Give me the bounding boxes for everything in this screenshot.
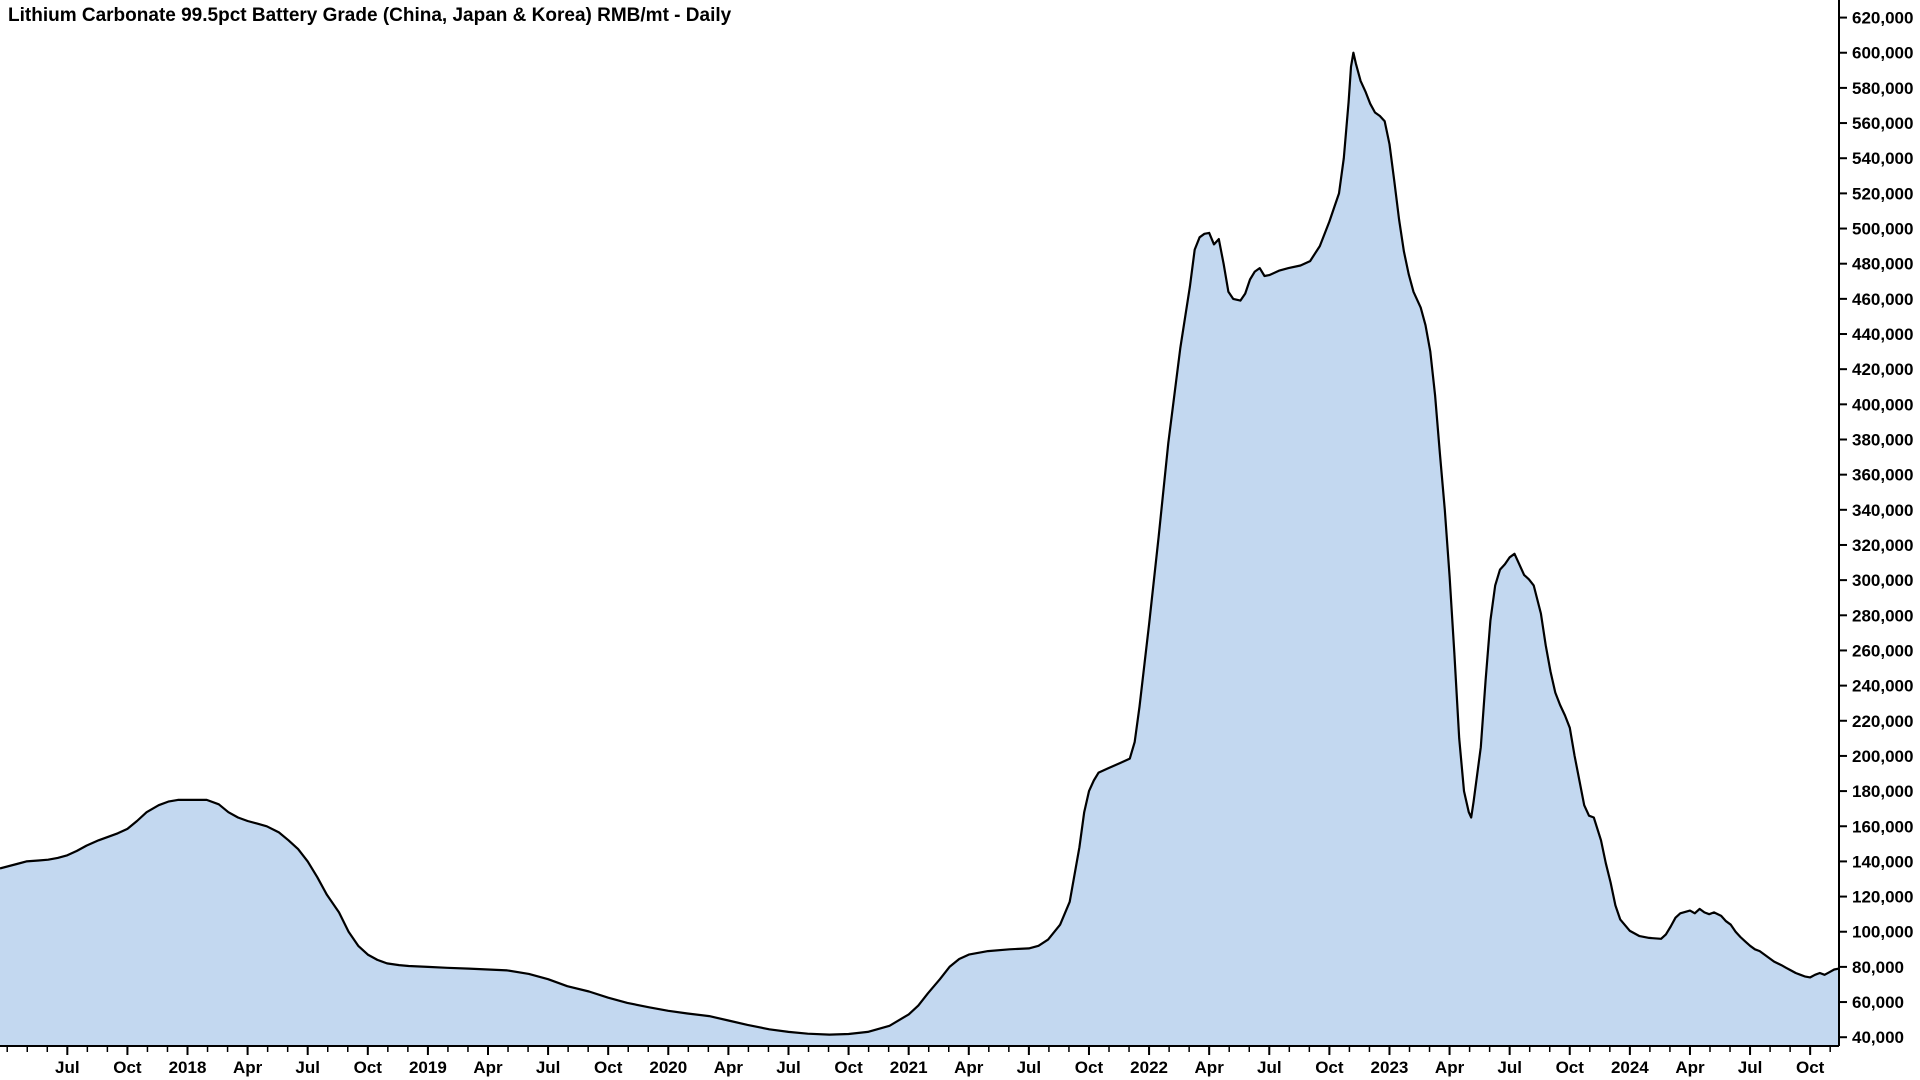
y-tick-label: 440,000 <box>1852 325 1913 344</box>
y-tick-label: 380,000 <box>1852 430 1913 449</box>
x-tick-label: 2023 <box>1371 1058 1409 1077</box>
x-tick-label: Oct <box>1315 1058 1344 1077</box>
x-tick-label: Jul <box>1017 1058 1042 1077</box>
y-tick-label: 460,000 <box>1852 290 1913 309</box>
x-tick-label: Apr <box>233 1058 263 1077</box>
x-tick-label: Jul <box>1257 1058 1282 1077</box>
y-tick-label: 400,000 <box>1852 395 1913 414</box>
x-tick-label: Oct <box>1796 1058 1825 1077</box>
y-tick-label: 260,000 <box>1852 641 1913 660</box>
x-tick-label: 2020 <box>649 1058 687 1077</box>
y-tick-label: 120,000 <box>1852 888 1913 907</box>
y-tick-label: 420,000 <box>1852 360 1913 379</box>
x-tick-label: Jul <box>1497 1058 1522 1077</box>
x-tick-label: Apr <box>714 1058 744 1077</box>
x-tick-label: Oct <box>594 1058 623 1077</box>
y-tick-label: 600,000 <box>1852 44 1913 63</box>
chart-title: Lithium Carbonate 99.5pct Battery Grade … <box>8 5 732 26</box>
y-tick-label: 100,000 <box>1852 923 1913 942</box>
x-tick-label: Apr <box>1435 1058 1465 1077</box>
x-tick-label: Jul <box>55 1058 80 1077</box>
x-tick-label: 2019 <box>409 1058 447 1077</box>
x-tick-label: Jul <box>536 1058 561 1077</box>
y-tick-label: 480,000 <box>1852 255 1913 274</box>
x-tick-label: Apr <box>473 1058 503 1077</box>
x-tick-label: 2018 <box>169 1058 207 1077</box>
y-tick-label: 360,000 <box>1852 466 1913 485</box>
price-line <box>0 51 1840 1036</box>
x-tick-label: Oct <box>834 1058 863 1077</box>
x-tick-label: 2021 <box>890 1058 928 1077</box>
x-tick-label: 2022 <box>1130 1058 1168 1077</box>
x-tick-label: Jul <box>1738 1058 1763 1077</box>
y-tick-label: 140,000 <box>1852 852 1913 871</box>
x-tick-label: Apr <box>954 1058 984 1077</box>
y-tick-label: 300,000 <box>1852 571 1913 590</box>
y-tick-label: 520,000 <box>1852 184 1913 203</box>
y-tick-label: 200,000 <box>1852 747 1913 766</box>
y-tick-label: 80,000 <box>1852 958 1904 977</box>
y-tick-label: 540,000 <box>1852 149 1913 168</box>
x-tick-label: Oct <box>1556 1058 1585 1077</box>
x-tick-label: Jul <box>776 1058 801 1077</box>
x-tick-label: 2024 <box>1611 1058 1649 1077</box>
y-tick-label: 160,000 <box>1852 817 1913 836</box>
y-tick-label: 280,000 <box>1852 606 1913 625</box>
y-tick-label: 240,000 <box>1852 677 1913 696</box>
y-tick-label: 220,000 <box>1852 712 1913 731</box>
x-tick-label: Oct <box>354 1058 383 1077</box>
price-area <box>0 52 1839 1046</box>
y-tick-label: 60,000 <box>1852 993 1904 1012</box>
x-tick-label: Oct <box>1075 1058 1104 1077</box>
y-tick-label: 180,000 <box>1852 782 1913 801</box>
y-tick-label: 40,000 <box>1852 1028 1904 1047</box>
x-tick-label: Jul <box>295 1058 320 1077</box>
y-tick-label: 320,000 <box>1852 536 1913 555</box>
y-tick-label: 620,000 <box>1852 9 1913 28</box>
x-tick-label: Oct <box>113 1058 142 1077</box>
y-tick-label: 500,000 <box>1852 220 1913 239</box>
x-tick-label: Apr <box>1195 1058 1225 1077</box>
y-tick-label: 580,000 <box>1852 79 1913 98</box>
y-tick-label: 560,000 <box>1852 114 1913 133</box>
x-tick-label: Apr <box>1675 1058 1705 1077</box>
y-tick-label: 340,000 <box>1852 501 1913 520</box>
